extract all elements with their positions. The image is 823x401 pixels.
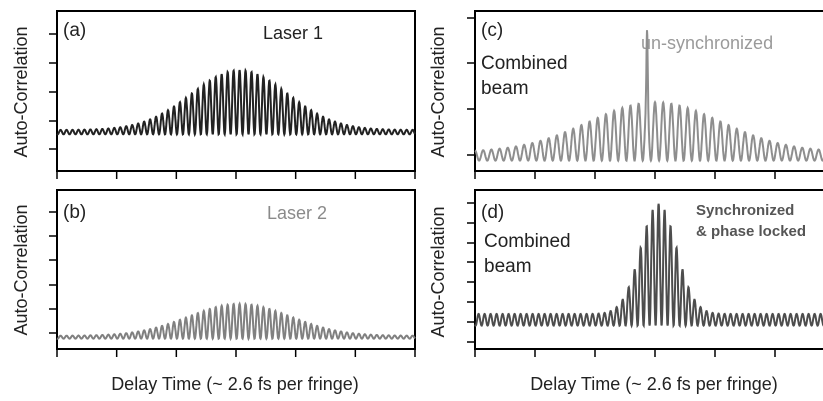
wrapped-line: Combined — [484, 231, 571, 252]
panel-a-frame — [56, 10, 416, 172]
wrapped-line: Synchronized — [696, 202, 794, 219]
panel-a-ylabel: Auto-Correlation — [11, 26, 31, 157]
panel-c-title: un-synchronized — [641, 33, 773, 53]
panel-b-title: Laser 2 — [267, 203, 327, 223]
panel-b-ylabel: Auto-Correlation — [11, 204, 31, 335]
panel-c: (c) un-synchronized Combined beam Auto-Co… — [428, 10, 823, 179]
left-x-axis-label: Delay Time (~ 2.6 fs per fringe) — [111, 374, 359, 394]
panel-c-trace — [474, 30, 823, 163]
wrapped-line: & phase locked — [696, 223, 806, 240]
panel-b: (b) Laser 2 Auto-Correlation — [11, 189, 416, 357]
right-x-axis-label: Delay Time (~ 2.6 fs per fringe) — [530, 374, 778, 394]
panel-d-combined-beam: Combined beam — [484, 231, 571, 277]
wrapped-line: beam — [481, 78, 529, 99]
panel-d-ylabel: Auto-Correlation — [428, 206, 448, 337]
panel-b-ticks — [49, 211, 416, 357]
panel-b-trace — [56, 301, 416, 342]
panel-d-title: Synchronized & phase locked — [696, 202, 806, 240]
panel-c-label: (c) — [481, 20, 503, 41]
panel-d-ticks — [467, 202, 776, 357]
panel-a-title: Laser 1 — [263, 23, 323, 43]
panel-c-ticks — [467, 17, 776, 179]
panel-a-ticks — [49, 33, 416, 179]
panel-d-trace — [474, 203, 823, 329]
panel-a-trace — [56, 67, 416, 138]
panel-d: (d) Synchronized & phase locked Combined b… — [428, 189, 823, 357]
panel-c-combined-beam: Combined beam — [481, 53, 568, 99]
panel-d-label: (d) — [481, 202, 504, 223]
wrapped-line: Combined — [481, 53, 568, 74]
panel-c-ylabel: Auto-Correlation — [428, 26, 448, 157]
panel-a: (a) Laser 1 Auto-Correlation — [11, 10, 416, 179]
wrapped-line: beam — [484, 256, 532, 277]
panel-b-label: (b) — [63, 202, 86, 223]
panel-a-label: (a) — [63, 20, 86, 41]
